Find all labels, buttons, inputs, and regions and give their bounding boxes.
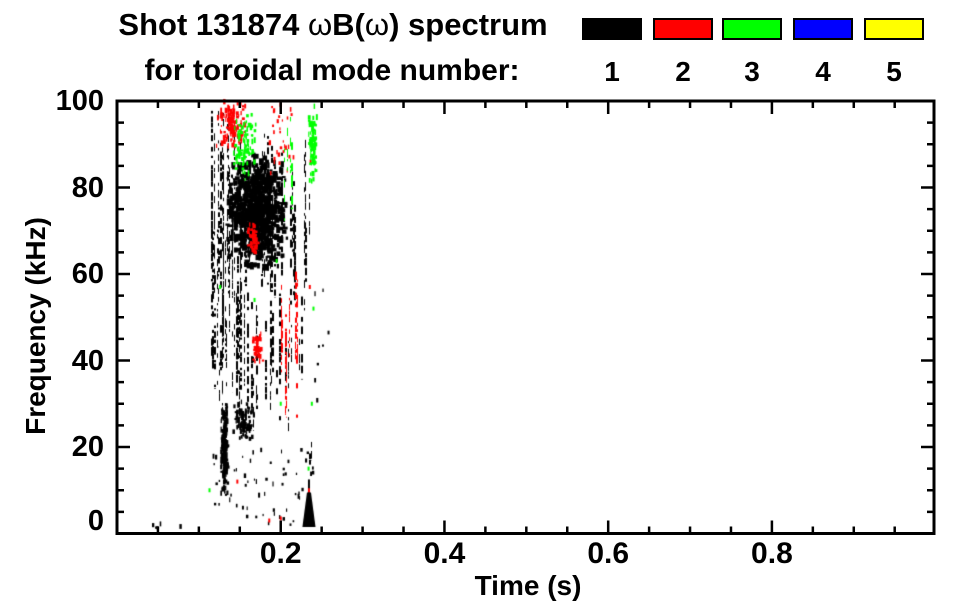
legend-label-n1: 1 xyxy=(604,56,620,87)
y-tick-label-40: 40 xyxy=(71,344,104,377)
legend-swatch-n4 xyxy=(793,18,853,40)
legend-swatch-n1 xyxy=(582,18,642,40)
omega-symbol: ω xyxy=(307,7,333,42)
legend-swatch-n5 xyxy=(864,18,924,40)
title-segment: ) spectrum xyxy=(389,7,548,42)
x-tick-label-0.8: 0.8 xyxy=(751,537,793,570)
title-segment: Shot 131874 xyxy=(118,7,308,42)
chart-title: Shot 131874 ωB(ω) spectrum xyxy=(118,8,547,42)
legend-label-n5: 5 xyxy=(886,56,902,87)
legend-label-n2: 2 xyxy=(675,56,691,87)
y-tick-label-0: 0 xyxy=(87,504,104,537)
title-segment: B( xyxy=(332,7,365,42)
x-tick-label-0.6: 0.6 xyxy=(587,537,630,570)
y-tick-label-80: 80 xyxy=(71,171,104,204)
omega-symbol: ω xyxy=(364,7,390,42)
y-tick-label-20: 20 xyxy=(71,431,104,463)
chart-subtitle: for toroidal mode number: xyxy=(144,54,520,87)
legend-swatch-n3 xyxy=(722,18,782,40)
y-tick-label-60: 60 xyxy=(71,258,104,290)
x-tick-label-0.2: 0.2 xyxy=(259,537,302,570)
y-tick-label-100: 100 xyxy=(55,85,104,117)
y-axis-label: Frequency (kHz) xyxy=(20,217,51,435)
x-axis-label: Time (s) xyxy=(474,570,582,601)
legend-label-n4: 4 xyxy=(815,56,831,87)
legend-swatch-n2 xyxy=(653,18,713,40)
x-tick-label-0.4: 0.4 xyxy=(423,537,466,570)
legend-label-n3: 3 xyxy=(744,56,760,87)
